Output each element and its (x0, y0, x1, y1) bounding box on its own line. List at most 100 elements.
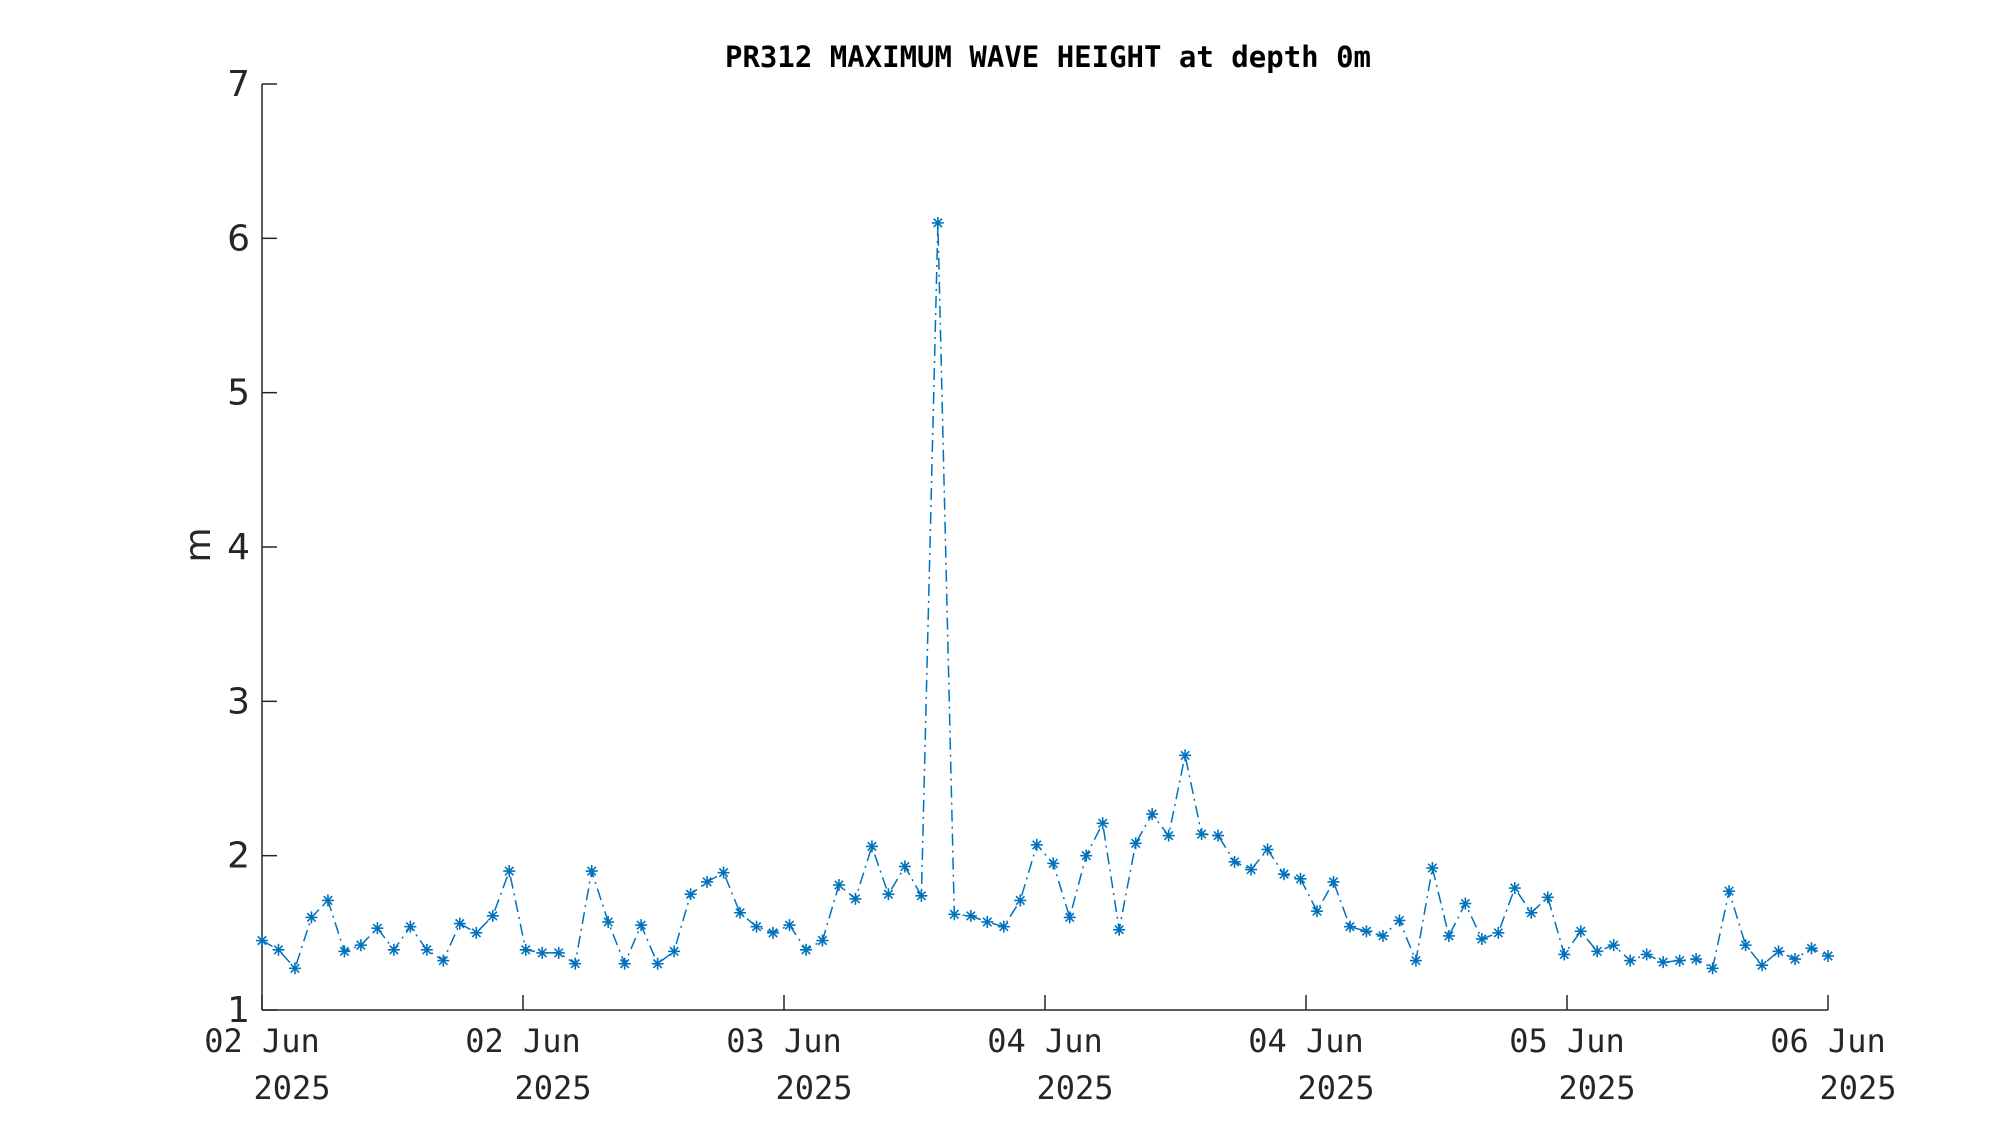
y-tick-label: 5 (227, 373, 250, 414)
data-point (272, 943, 285, 956)
data-point (536, 946, 549, 959)
x-tick-label-year: 2025 (1297, 1069, 1374, 1107)
data-point (1607, 939, 1620, 952)
data-point (1327, 875, 1340, 888)
data-point (486, 909, 499, 922)
data-point (1475, 933, 1488, 946)
data-point (1525, 906, 1538, 919)
data-point (437, 954, 450, 967)
data-point (1212, 829, 1225, 842)
x-tick-label-year: 2025 (1558, 1069, 1635, 1107)
data-point (338, 945, 351, 958)
data-point (734, 906, 747, 919)
data-point (832, 878, 845, 891)
data-point (1772, 945, 1785, 958)
x-tick-label-year: 2025 (775, 1069, 852, 1107)
data-point (420, 943, 433, 956)
data-point (1739, 939, 1752, 952)
data-point (387, 943, 400, 956)
data-point (602, 916, 615, 929)
data-point (1409, 954, 1422, 967)
data-point (404, 920, 417, 933)
data-point (1723, 885, 1736, 898)
x-ticks: 02 Jun 2025 02 Jun 2025 03 Jun 2025 04 Jun 2025… (204, 995, 1897, 1107)
data-point (964, 909, 977, 922)
data-point (1014, 894, 1027, 907)
data-point (1228, 855, 1241, 868)
y-ticks: 1 2 3 4 5 6 7 (227, 64, 277, 1031)
x-tick-label-year: 2025 (253, 1069, 330, 1107)
y-tick-label: 3 (227, 681, 250, 722)
y-tick-label: 6 (227, 218, 250, 259)
x-tick-label-year: 2025 (1819, 1069, 1896, 1107)
data-point (1080, 849, 1093, 862)
data-point (1162, 829, 1175, 842)
data-point (1558, 948, 1571, 961)
data-point (635, 919, 648, 932)
data-point (1756, 959, 1769, 972)
data-point (882, 888, 895, 901)
data-point (981, 916, 994, 929)
data-point (849, 892, 862, 905)
x-tick-label-date: 05 Jun (1509, 1022, 1625, 1060)
data-point (1706, 962, 1719, 975)
data-point (288, 962, 301, 975)
data-point (1113, 923, 1126, 936)
x-tick-label-date: 02 Jun (465, 1022, 581, 1060)
data-point (569, 957, 582, 970)
data-point (915, 889, 928, 902)
data-point (1063, 911, 1076, 924)
x-tick-label-year: 2025 (514, 1069, 591, 1107)
data-point (1459, 897, 1472, 910)
data-point (948, 908, 961, 921)
y-tick-label: 1 (227, 990, 250, 1031)
plot-area (256, 216, 1834, 975)
data-point (750, 920, 763, 933)
data-point (1426, 862, 1439, 875)
data-point (1310, 905, 1323, 918)
data-point (1574, 925, 1587, 938)
data-point (1442, 929, 1455, 942)
data-point (305, 911, 318, 924)
data-point (1591, 945, 1604, 958)
data-point (256, 934, 268, 947)
data-point (1640, 948, 1653, 961)
series-line (261, 222, 1829, 970)
axes (261, 84, 1828, 1011)
data-point (321, 894, 334, 907)
data-point (997, 920, 1010, 933)
x-tick-label-date: 03 Jun (726, 1022, 842, 1060)
data-point (701, 875, 714, 888)
data-point (898, 860, 911, 873)
data-point (1278, 868, 1291, 881)
data-point (1789, 953, 1802, 966)
y-tick-label: 7 (227, 64, 250, 105)
x-tick-label-date: 02 Jun (204, 1022, 320, 1060)
data-point (1805, 942, 1818, 955)
y-axis-label: m (178, 527, 219, 562)
data-point (1195, 828, 1208, 841)
data-point (1294, 872, 1307, 885)
data-point (816, 934, 829, 947)
data-point (1657, 956, 1670, 969)
y-tick-label: 2 (227, 836, 250, 877)
data-point (799, 943, 812, 956)
data-point (618, 957, 631, 970)
data-point (519, 943, 532, 956)
data-point (1179, 749, 1192, 762)
data-point (1376, 929, 1389, 942)
data-point (1393, 914, 1406, 927)
data-point (1360, 925, 1373, 938)
data-point (1508, 882, 1521, 895)
data-point (651, 957, 664, 970)
data-point (717, 866, 730, 879)
data-point (1673, 954, 1686, 967)
x-tick-label-year: 2025 (1036, 1069, 1113, 1107)
data-point (503, 865, 516, 878)
x-tick-label-date: 04 Jun (1248, 1022, 1364, 1060)
data-point (1146, 807, 1159, 820)
data-point (470, 926, 483, 939)
data-point (865, 840, 878, 853)
x-tick-label-date: 06 Jun (1770, 1022, 1886, 1060)
